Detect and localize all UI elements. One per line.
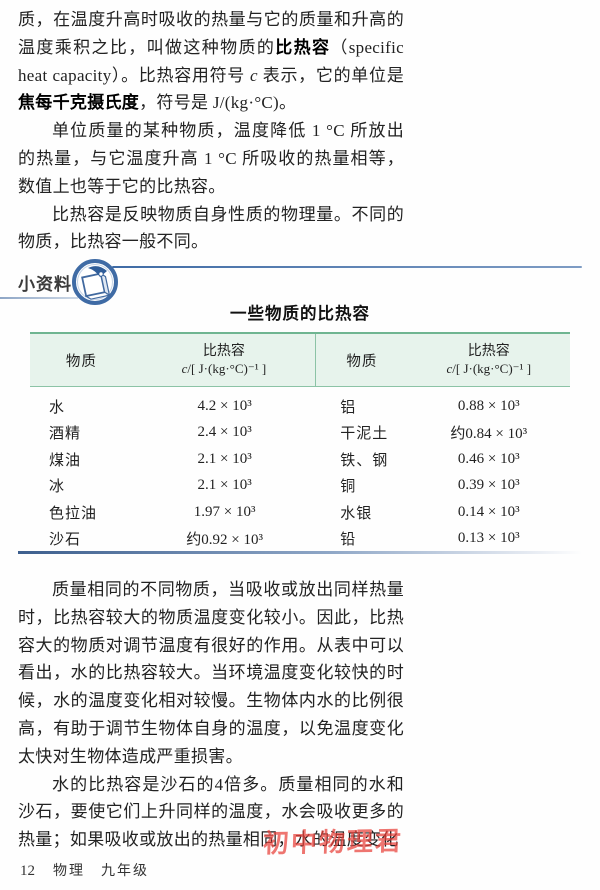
watermark: 初中物理君 — [262, 825, 404, 859]
text-segment: c — [249, 65, 258, 85]
sidebar-section-header: 小资料 — [0, 254, 600, 310]
top-text-block: 质，在温度升高时吸收的热量与它的质量和升高的温度乘积之比，叫做这种物质的比热容（… — [18, 6, 404, 256]
section-closing-rule — [18, 551, 582, 554]
left-rule — [0, 297, 78, 299]
text-segment: 表示，它的单位是 — [257, 65, 404, 85]
value-cell: 1.97 × 10³ — [193, 503, 256, 520]
text-segment: 单位质量的某种物质，温度降低 1 °C 所放出的热量，与它温度升高 1 °C 所… — [18, 121, 404, 196]
substance-cell: 干泥土 — [340, 426, 389, 443]
notebook-pen-icon — [70, 255, 120, 314]
table-row: 铝 0.88 × 10³ — [316, 393, 570, 420]
table-row: 水银 0.14 × 10³ — [316, 499, 570, 526]
right-rule — [112, 266, 582, 268]
value-cell: 约0.84 × 10³ — [450, 426, 528, 443]
bottom-text-block: 质量相同的不同物质，当吸收或放出同样热量时，比热容较大的物质温度变化较小。因此，… — [18, 576, 404, 854]
value-cell: 0.88 × 10³ — [457, 397, 520, 414]
value-cell: 0.39 × 10³ — [457, 477, 520, 494]
paragraph: 质，在温度升高时吸收的热量与它的质量和升高的温度乘积之比，叫做这种物质的比热容（… — [18, 6, 404, 117]
capacity-header-label: 比热容 — [202, 344, 245, 359]
table-title: 一些物质的比热容 — [230, 305, 370, 323]
table-rows-right: 铝 0.88 × 10³ 干泥土 约0.84 × 10³ 铁、钢 0.46 × 10³ 铜 0… — [316, 393, 570, 552]
sidebar-label: 小资料 — [18, 275, 72, 294]
specific-heat-table: 一些物质的比热容 物质 比热容 c/[ J·(kg·°C)⁻¹ ] 物质 比热容… — [30, 303, 570, 552]
substance-header: 物质 — [65, 353, 97, 370]
substance-cell: 水 — [49, 399, 66, 416]
table-row: 铅 0.13 × 10³ — [316, 526, 570, 553]
substance-cell: 冰 — [49, 479, 66, 496]
value-cell: 0.13 × 10³ — [457, 530, 520, 547]
substance-header: 物质 — [346, 353, 378, 370]
value-cell: 0.14 × 10³ — [457, 503, 520, 520]
text-segment: 比热容 — [275, 37, 331, 57]
substance-cell: 铅 — [340, 532, 357, 549]
table-row: 色拉油 1.97 × 10³ — [30, 499, 316, 526]
substance-cell: 水银 — [340, 505, 373, 522]
table-header: 物质 比热容 c/[ J·(kg·°C)⁻¹ ] 物质 比热容 c/[ J·(k… — [30, 332, 570, 387]
substance-cell: 铜 — [340, 479, 357, 496]
table-row: 酒精 2.4 × 10³ — [30, 420, 316, 447]
text-segment: 水的比热容是沙石的4倍多。质量相同的水和沙石，要使它们上升同样的温度，水会吸收更… — [18, 774, 404, 850]
table-header-right: 物质 比热容 c/[ J·(kg·°C)⁻¹ ] — [316, 334, 570, 386]
substance-cell: 铝 — [340, 399, 357, 416]
footer-grade: 九年级 — [101, 862, 149, 878]
text-segment: ，符号是 J/(kg·°C)。 — [139, 93, 297, 113]
page-footer: 12 物理 九年级 — [20, 860, 149, 880]
page-number: 12 — [20, 863, 35, 879]
footer-subject: 物理 — [53, 862, 85, 878]
capacity-header: 比热容 c/[ J·(kg·°C)⁻¹ ] — [133, 343, 316, 377]
capacity-unit: c/[ J·(kg·°C)⁻¹ ] — [181, 361, 267, 376]
table-header-left: 物质 比热容 c/[ J·(kg·°C)⁻¹ ] — [30, 334, 317, 386]
table-row: 沙石 约0.92 × 10³ — [30, 526, 316, 553]
capacity-header: 比热容 c/[ J·(kg·°C)⁻¹ ] — [408, 343, 570, 377]
value-cell: 约0.92 × 10³ — [186, 532, 263, 549]
substance-cell: 沙石 — [49, 532, 82, 549]
text-segment: （specific heat capacity）。比热容用符号 — [18, 37, 404, 85]
value-cell: 2.4 × 10³ — [197, 424, 252, 441]
value-cell: 2.1 × 10³ — [197, 477, 252, 494]
table-body: 水 4.2 × 10³ 酒精 2.4 × 10³ 煤油 2.1 × 10³ 冰 2.1 × 1… — [30, 387, 570, 552]
substance-cell: 酒精 — [49, 426, 82, 443]
paragraph: 单位质量的某种物质，温度降低 1 °C 所放出的热量，与它温度升高 1 °C 所… — [18, 117, 404, 200]
paragraph: 比热容是反映物质自身性质的物理量。不同的物质，比热容一般不同。 — [18, 201, 404, 257]
capacity-header-label: 比热容 — [467, 344, 510, 359]
table-row: 干泥土 约0.84 × 10³ — [316, 420, 570, 447]
value-cell: 4.2 × 10³ — [197, 397, 252, 414]
value-cell: 0.46 × 10³ — [457, 450, 520, 467]
substance-cell: 铁、钢 — [340, 452, 389, 469]
table-rows-left: 水 4.2 × 10³ 酒精 2.4 × 10³ 煤油 2.1 × 10³ 冰 2.1 × 1… — [30, 393, 316, 552]
table-row: 铜 0.39 × 10³ — [316, 473, 570, 500]
table-row: 煤油 2.1 × 10³ — [30, 446, 316, 473]
text-segment: 焦每千克摄氏度 — [18, 93, 140, 113]
table-row: 铁、钢 0.46 × 10³ — [316, 446, 570, 473]
text-segment: 比热容是反映物质自身性质的物理量。不同的物质，比热容一般不同。 — [18, 204, 404, 252]
table-row: 水 4.2 × 10³ — [30, 393, 316, 420]
substance-cell: 色拉油 — [49, 505, 98, 522]
paragraph: 质量相同的不同物质，当吸收或放出同样热量时，比热容较大的物质温度变化较小。因此，… — [18, 576, 404, 771]
text-segment: 质量相同的不同物质，当吸收或放出同样热量时，比热容较大的物质温度变化较小。因此，… — [18, 580, 404, 766]
value-cell: 2.1 × 10³ — [197, 450, 252, 467]
text-segment: 质，在温度升高时吸收的热量与它的质量和升高的温度乘积之比，叫做这种物质的 — [18, 10, 404, 57]
table-row: 冰 2.1 × 10³ — [30, 473, 316, 500]
capacity-unit: c/[ J·(kg·°C)⁻¹ ] — [446, 361, 532, 376]
paragraph: 水的比热容是沙石的4倍多。质量相同的水和沙石，要使它们上升同样的温度，水会吸收更… — [18, 771, 404, 854]
substance-cell: 煤油 — [49, 452, 82, 469]
